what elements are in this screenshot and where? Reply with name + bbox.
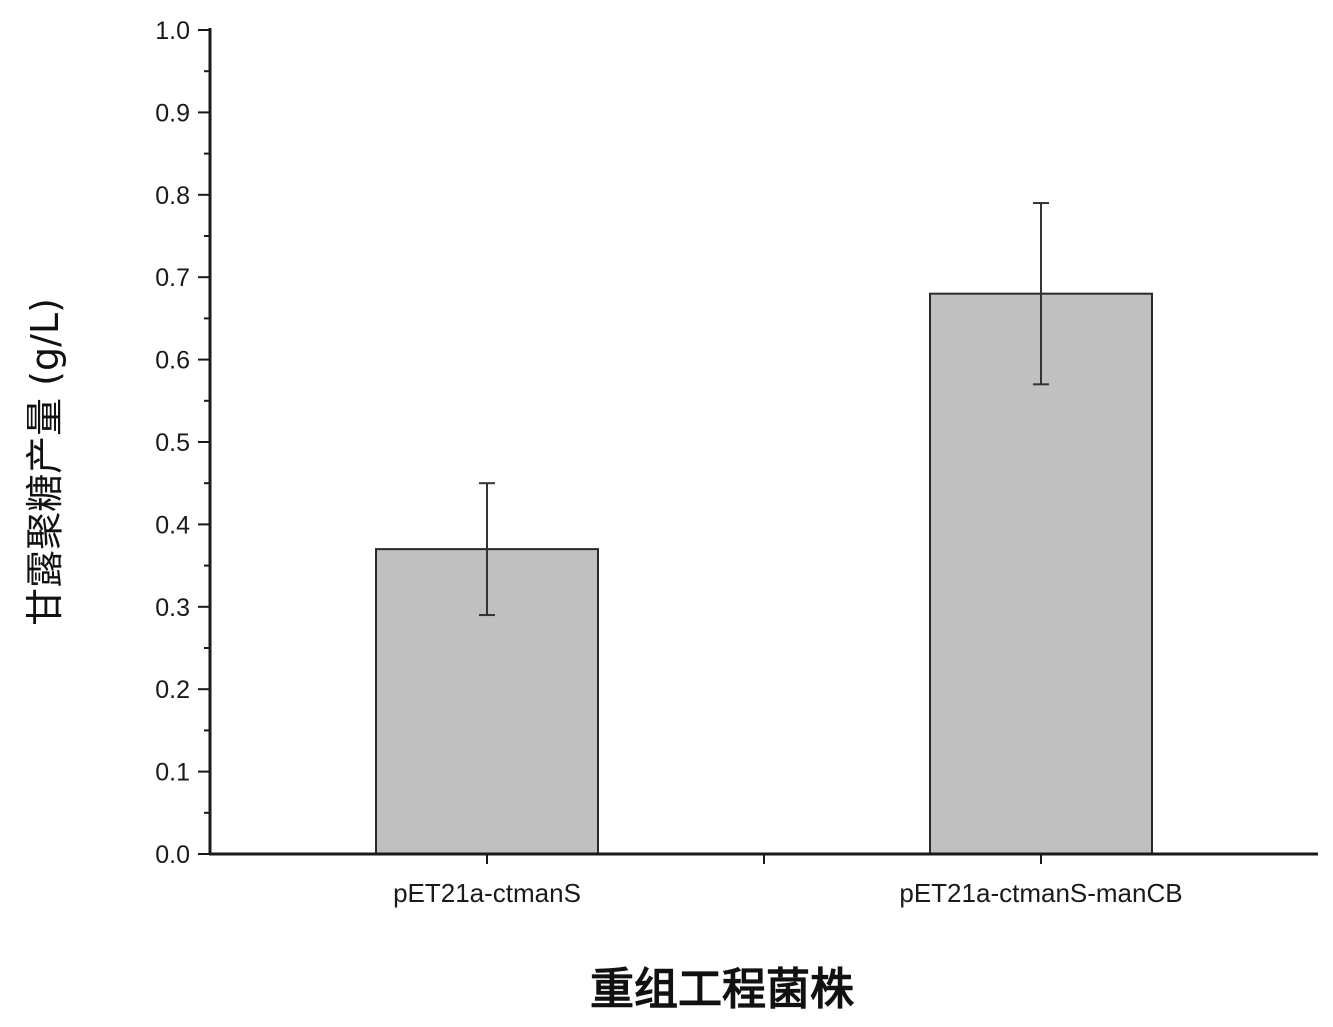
y-tick-label-7: 0.7 xyxy=(155,264,190,292)
y-tick-label-10: 1.0 xyxy=(155,17,190,45)
bars-group xyxy=(375,292,1153,855)
labels-group: pET21a-ctmanS pET21a-ctmanS-manCB 0.0 0.1 0.… xyxy=(155,17,1182,908)
error-bars-group xyxy=(479,202,1049,617)
y-tick-label-0: 0.0 xyxy=(155,841,190,869)
x-axis-title: 重组工程菌株 xyxy=(590,964,855,1015)
y-tick-label-9: 0.9 xyxy=(155,99,190,127)
y-tick-label-1: 0.1 xyxy=(155,759,190,787)
y-tick-label-2: 0.2 xyxy=(155,676,190,704)
x-tick-label-2: pET21a-ctmanS-manCB xyxy=(899,878,1182,908)
axes-group xyxy=(198,28,1318,864)
y-tick-label-8: 0.8 xyxy=(155,182,190,210)
y-tick-label-6: 0.6 xyxy=(155,347,190,375)
bar-2 xyxy=(929,292,1153,855)
x-tick-label-1: pET21a-ctmanS xyxy=(393,878,581,908)
y-tick-label-4: 0.4 xyxy=(155,511,190,539)
y-axis-title: 甘露聚糖产量 (g/L) xyxy=(23,298,67,626)
y-tick-label-5: 0.5 xyxy=(155,429,190,457)
y-tick-label-3: 0.3 xyxy=(155,594,190,622)
